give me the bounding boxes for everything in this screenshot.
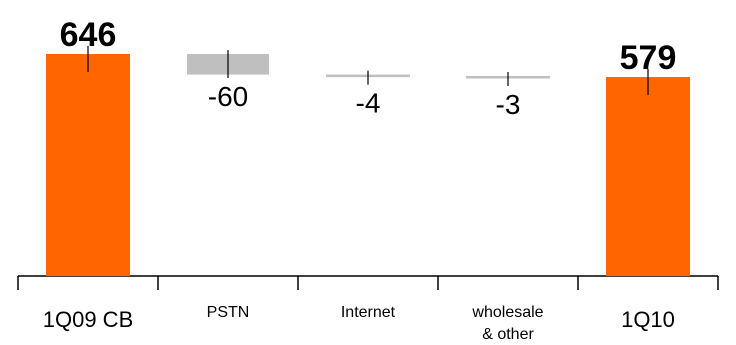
delta-value-label: -3	[496, 89, 521, 120]
category-label: 1Q10	[621, 307, 675, 332]
category-label-line: wholesale	[471, 304, 543, 321]
category-label-line: & other	[482, 326, 534, 343]
total-value-label: 579	[620, 39, 677, 77]
category-label-line: Internet	[341, 304, 396, 321]
category-label-line: PSTN	[207, 304, 250, 321]
delta-value-label: -60	[208, 81, 248, 112]
delta-value-label: -4	[356, 88, 381, 119]
total-value-label: 646	[60, 16, 117, 54]
category-label: PSTN	[207, 304, 250, 321]
total-bar	[606, 77, 690, 276]
category-label: wholesale & other	[471, 304, 543, 343]
total-bar	[46, 54, 130, 276]
category-label-line: 1Q10	[621, 307, 675, 332]
category-label: Internet	[341, 304, 396, 321]
category-label-line: 1Q09 CB	[43, 307, 134, 332]
category-label: 1Q09 CB	[43, 307, 134, 332]
